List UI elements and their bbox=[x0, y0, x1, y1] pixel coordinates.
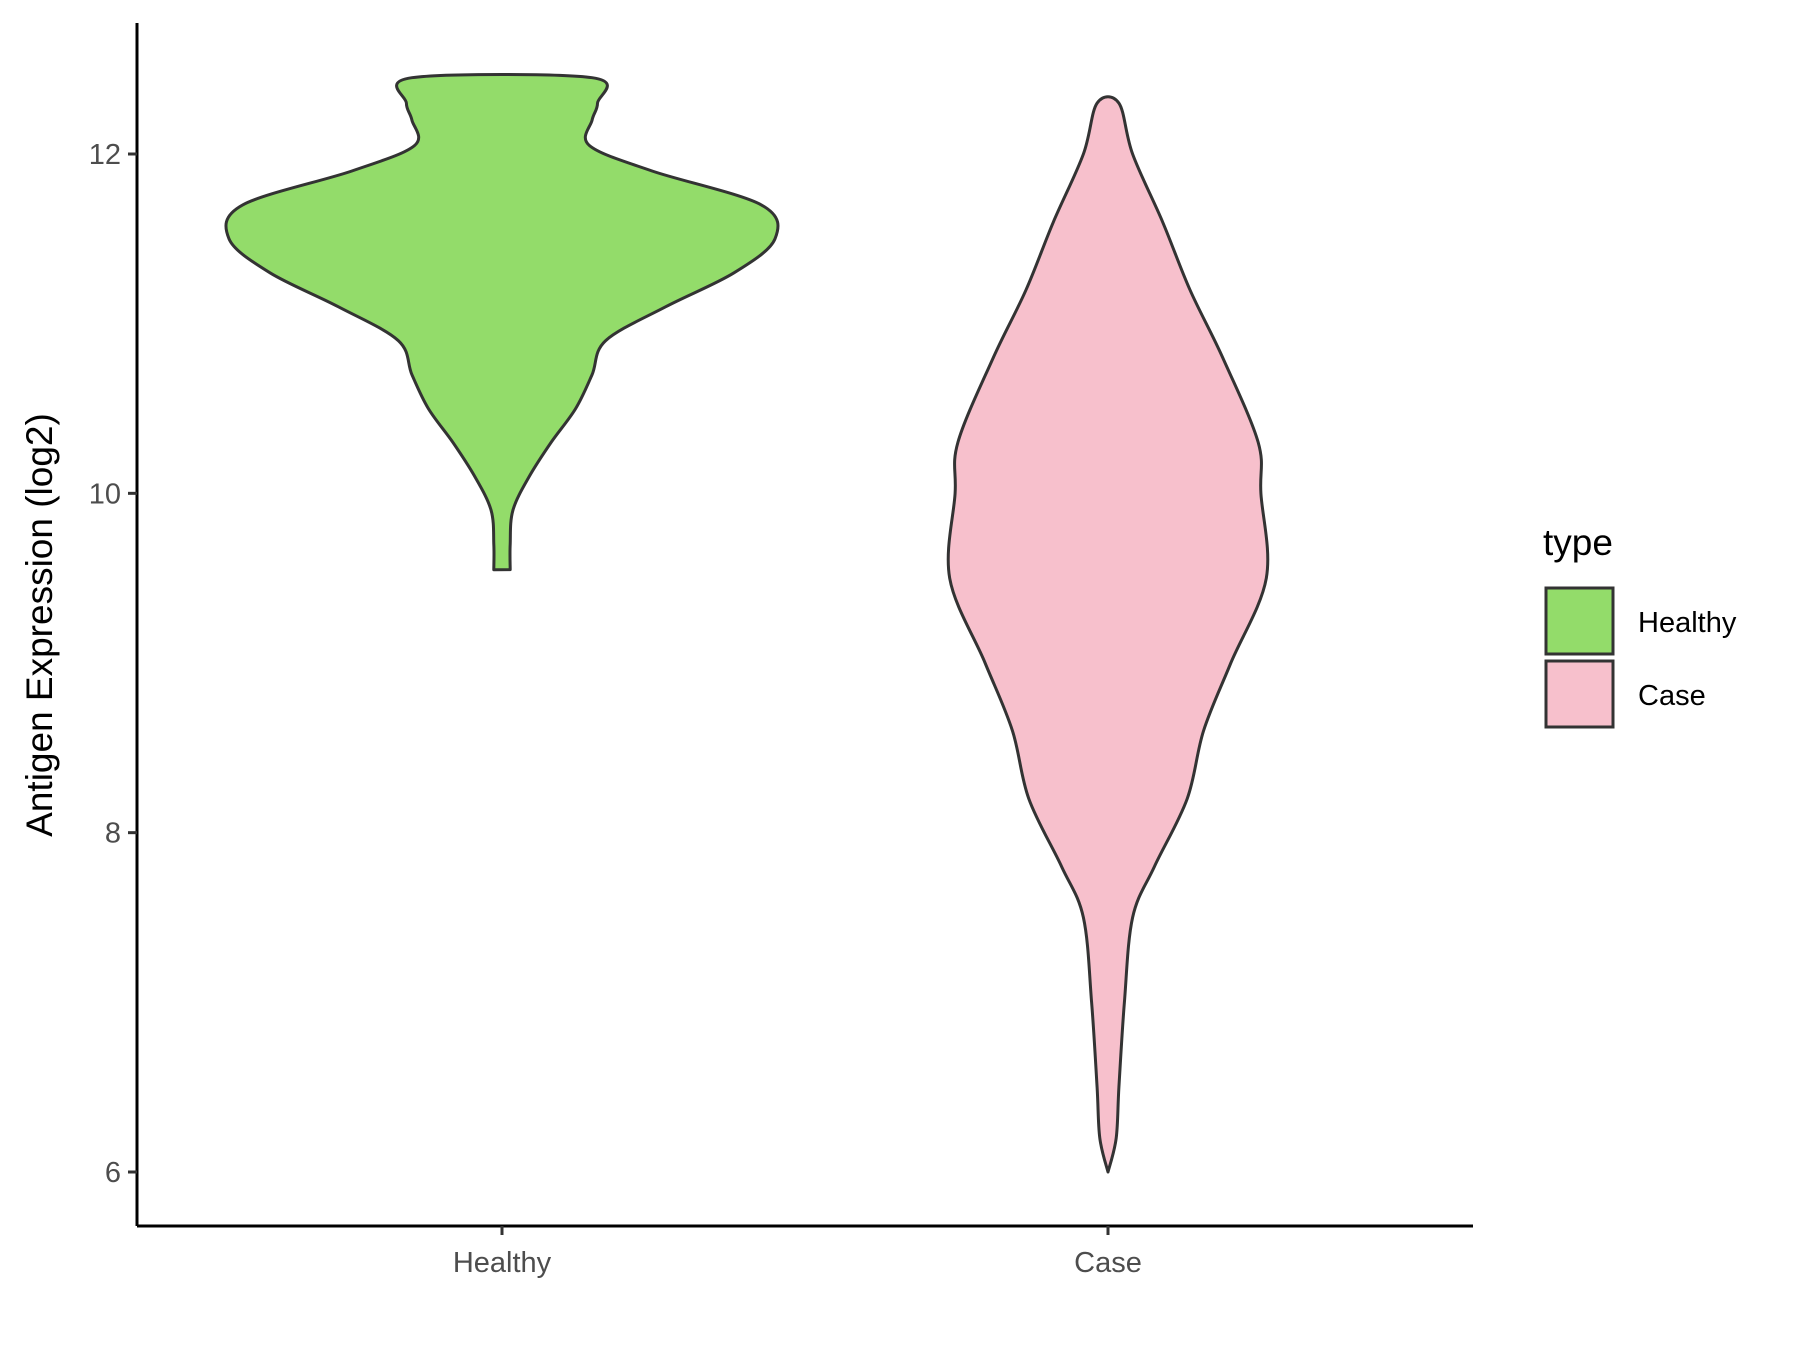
legend: type Healthy Case bbox=[1543, 522, 1737, 729]
axes-layer bbox=[135, 23, 1473, 1228]
y-tick-label: 12 bbox=[89, 139, 121, 171]
y-axis-title: Antigen Expression (log2) bbox=[19, 413, 60, 837]
violin-case bbox=[946, 95, 1270, 1174]
y-ticks: 6 8 10 12 bbox=[89, 139, 137, 1189]
x-tick-label: Healthy bbox=[453, 1247, 552, 1279]
violin-layer bbox=[224, 72, 1270, 1174]
legend-label-healthy: Healthy bbox=[1638, 607, 1737, 639]
y-tick-label: 6 bbox=[105, 1157, 121, 1189]
violin-healthy bbox=[224, 72, 780, 572]
x-ticks: Healthy Case bbox=[453, 1226, 1142, 1279]
legend-swatch-case bbox=[1544, 659, 1615, 729]
y-tick-label: 10 bbox=[89, 478, 121, 510]
legend-swatch-healthy bbox=[1544, 586, 1615, 656]
y-tick-label: 8 bbox=[105, 818, 121, 850]
legend-entries: Healthy Case bbox=[1544, 586, 1737, 729]
legend-label-case: Case bbox=[1638, 680, 1706, 712]
x-tick-label: Case bbox=[1074, 1247, 1142, 1279]
legend-title: type bbox=[1543, 522, 1613, 563]
